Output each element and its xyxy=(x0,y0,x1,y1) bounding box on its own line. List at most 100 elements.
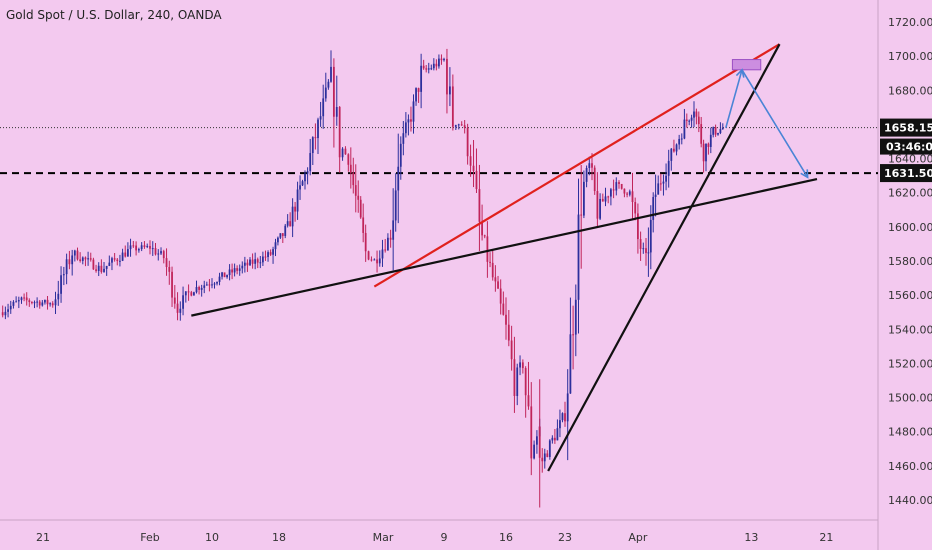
y-tick-label: 1700.000 xyxy=(888,50,932,63)
candle-body xyxy=(165,258,168,268)
candle-body xyxy=(519,362,521,368)
target-zone-box xyxy=(731,59,762,71)
candle-body xyxy=(146,245,149,247)
candle-body xyxy=(384,249,387,251)
candle-body xyxy=(443,58,445,61)
candle-body xyxy=(553,437,556,441)
candle-body xyxy=(243,262,246,266)
candle-body xyxy=(620,183,623,189)
candle-body xyxy=(513,359,516,396)
candle-body xyxy=(435,63,438,67)
candle-body xyxy=(688,120,691,122)
candle-body xyxy=(478,189,481,222)
candle-body xyxy=(491,262,494,278)
candle-body xyxy=(341,148,344,158)
candle-body xyxy=(1,312,4,316)
projection-segment xyxy=(741,69,809,178)
candle-body xyxy=(137,249,140,251)
candle-body xyxy=(634,202,637,214)
y-tick-label: 1540.000 xyxy=(888,323,932,336)
candle-body xyxy=(296,189,299,212)
candle-body xyxy=(216,281,218,284)
candle-body xyxy=(536,436,538,445)
candle-body xyxy=(41,302,44,306)
candle-body xyxy=(226,275,228,278)
candle-body xyxy=(642,248,645,250)
candle-body xyxy=(719,129,722,134)
candle-body xyxy=(610,189,612,197)
candle-body xyxy=(494,277,497,282)
candle-body xyxy=(68,259,71,265)
candle-body xyxy=(472,165,475,171)
candle-body xyxy=(71,255,74,265)
y-tick-label: 1680.000 xyxy=(888,84,932,97)
candle-body xyxy=(15,301,18,303)
candle-body xyxy=(279,233,282,238)
candle-body xyxy=(612,189,615,191)
candle-body xyxy=(507,324,510,341)
candle-body xyxy=(527,395,530,407)
candle-body xyxy=(190,292,193,296)
candle-body xyxy=(381,249,384,259)
last-price-badge: 1658.159 xyxy=(880,118,932,137)
price-axis-panel xyxy=(878,0,932,550)
candle-body xyxy=(649,219,652,253)
candle-body xyxy=(198,287,200,290)
candle-body xyxy=(129,245,132,250)
candle-body xyxy=(195,287,198,293)
candle-body xyxy=(657,183,660,195)
countdown-badge: 03:46:09 xyxy=(880,138,932,155)
candle-body xyxy=(200,287,203,290)
candle-body xyxy=(697,116,700,125)
candle-body xyxy=(23,297,26,299)
candle-body xyxy=(354,185,357,196)
candle-body xyxy=(73,250,76,256)
candle-body xyxy=(543,453,546,462)
candle-body xyxy=(306,171,309,174)
y-tick-label: 1480.000 xyxy=(888,426,932,439)
candle-body xyxy=(378,258,381,264)
time-axis-ticks: 21 Feb 10 18 Mar 9 16 23 Apr 13 21 xyxy=(36,531,833,544)
x-tick-label: Apr xyxy=(628,531,648,544)
candle-body xyxy=(690,117,693,121)
candle-body xyxy=(76,250,79,260)
candle-body xyxy=(376,259,378,264)
candle-body xyxy=(533,444,535,459)
candle-body xyxy=(87,258,89,260)
x-tick-label: 18 xyxy=(272,531,286,544)
candle-body xyxy=(717,133,719,135)
candle-body xyxy=(596,191,599,219)
candle-body xyxy=(466,127,469,157)
candle-body xyxy=(113,258,116,260)
candle-body xyxy=(583,181,585,216)
candle-body xyxy=(140,245,143,250)
candle-body xyxy=(28,300,31,303)
candle-body xyxy=(412,101,415,122)
projection-arrows[interactable] xyxy=(725,59,809,179)
candle-body xyxy=(483,235,486,237)
candle-body xyxy=(700,124,703,144)
candle-body xyxy=(233,268,236,273)
candle-body xyxy=(151,248,154,250)
candle-body xyxy=(65,259,68,275)
candle-body xyxy=(149,245,151,249)
candle-body xyxy=(422,65,425,69)
candle-body xyxy=(254,259,257,264)
candle-body xyxy=(489,261,491,263)
candle-body xyxy=(277,237,279,243)
candle-body xyxy=(486,236,489,262)
candle-body xyxy=(454,125,457,127)
candle-body xyxy=(415,88,417,102)
candle-body xyxy=(335,107,338,117)
candle-body xyxy=(62,274,65,276)
candle-body xyxy=(20,297,23,301)
candle-body xyxy=(709,134,712,147)
trendlines[interactable] xyxy=(191,43,818,472)
candle-body xyxy=(116,259,119,262)
candle-body xyxy=(173,297,176,304)
candle-body xyxy=(707,143,710,147)
candle-body xyxy=(267,252,269,258)
x-tick-label: 16 xyxy=(499,531,513,544)
candle-body xyxy=(530,406,533,459)
